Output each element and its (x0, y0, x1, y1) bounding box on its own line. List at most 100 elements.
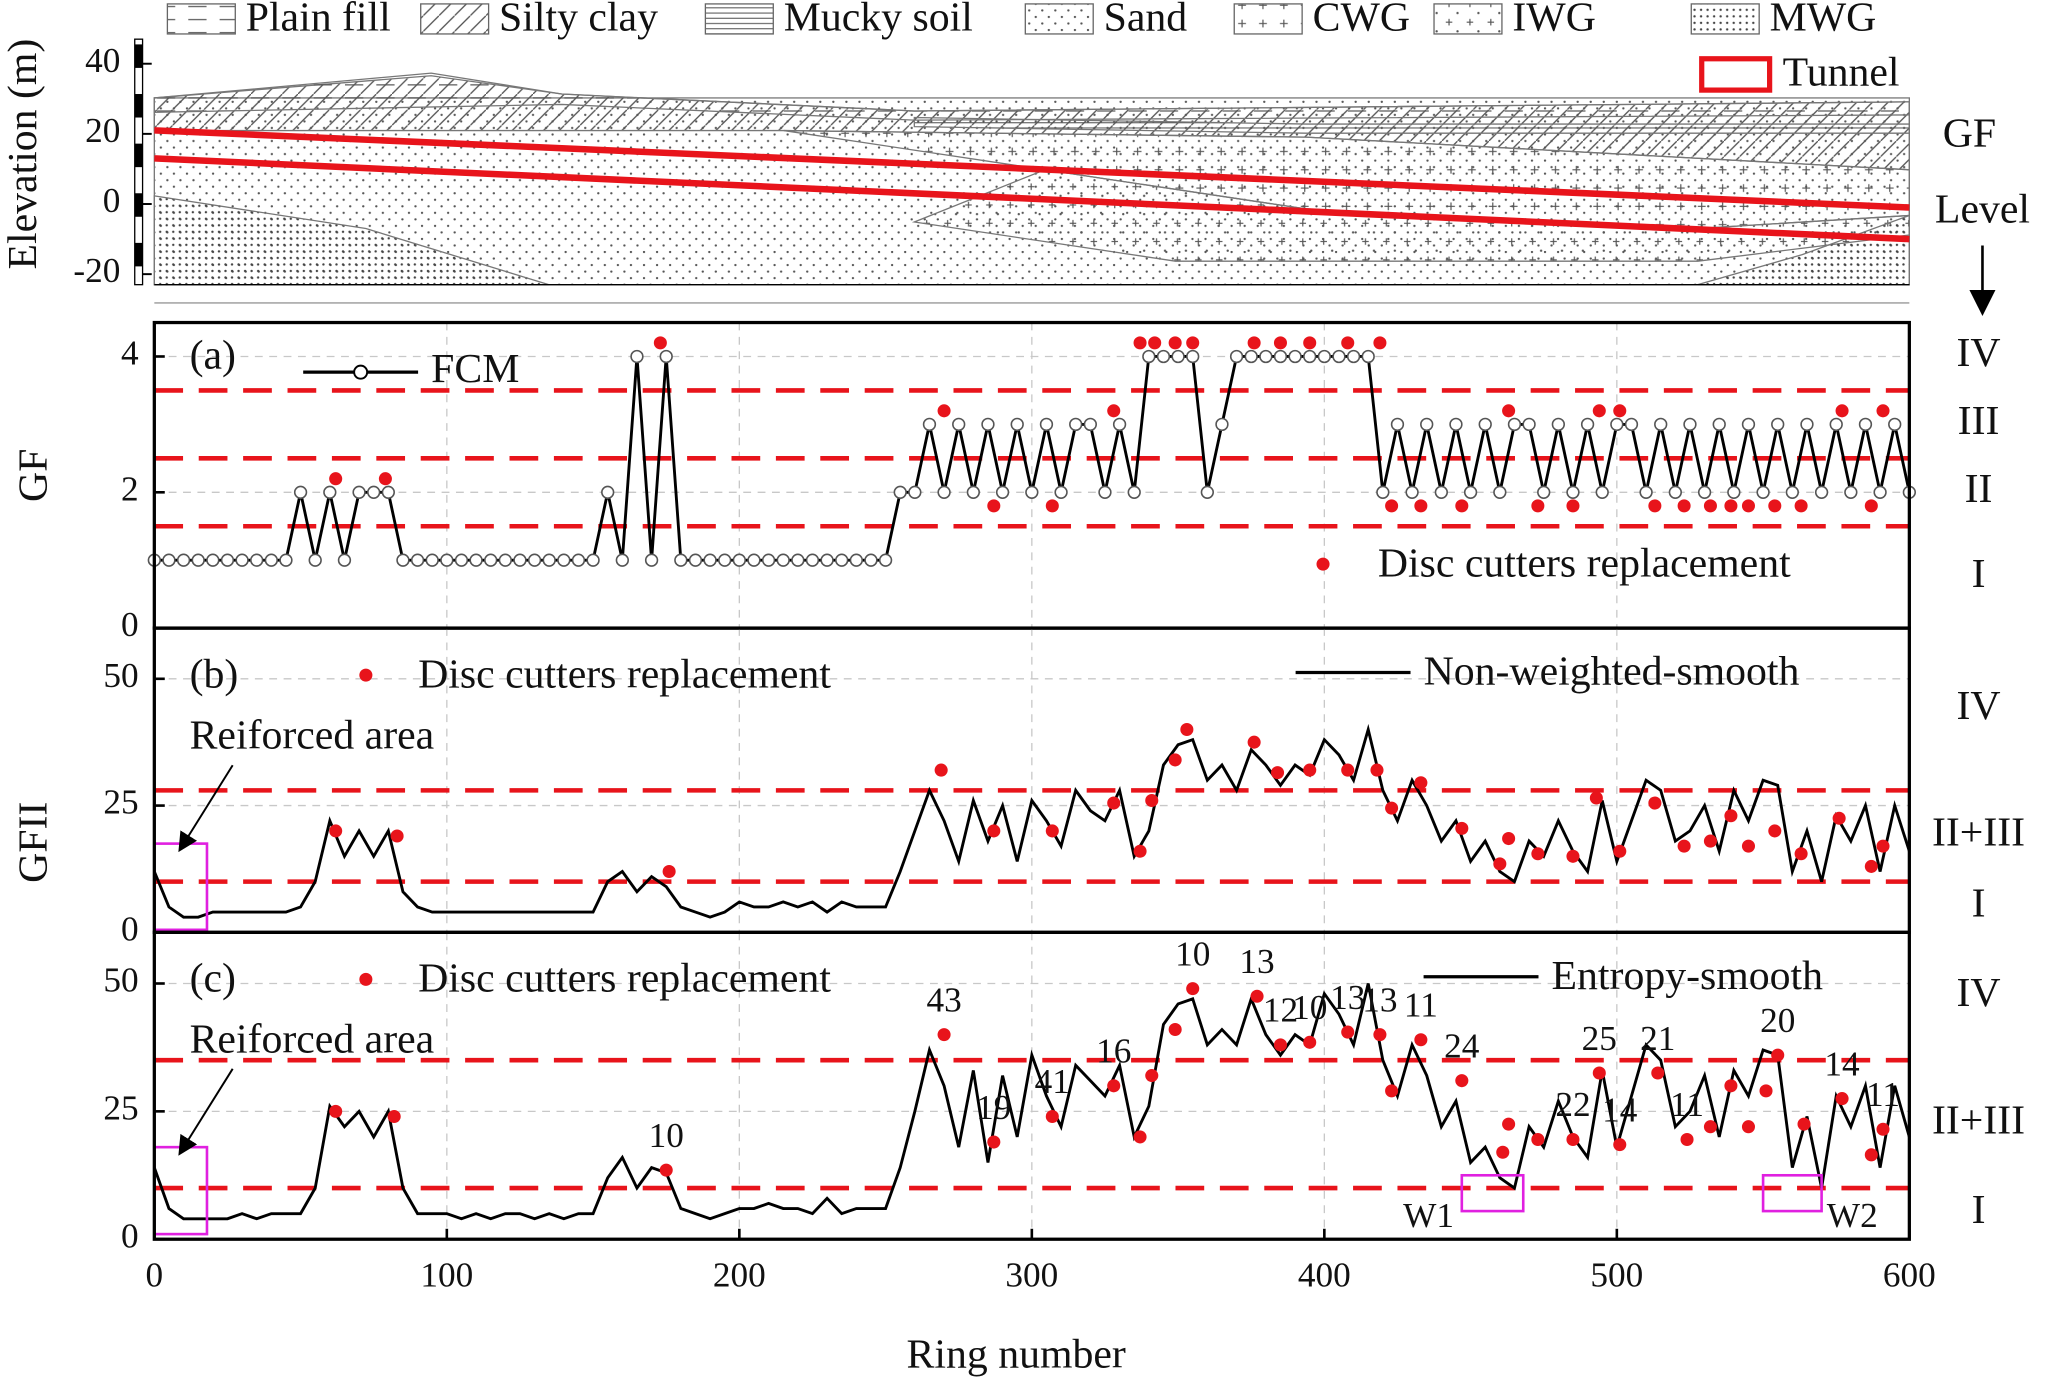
series-marker (206, 553, 220, 567)
replacement-dot (1741, 1120, 1755, 1134)
y-tick-label: 0 (121, 605, 139, 644)
series-marker (557, 553, 571, 567)
replacement-dot (1303, 763, 1317, 777)
count-label: 13 (1239, 942, 1274, 981)
series-marker (966, 485, 980, 499)
replacement-dot (1832, 811, 1846, 825)
replacement-dot (1876, 839, 1890, 853)
series-marker (747, 553, 761, 567)
level-label: III (1958, 398, 2000, 444)
replacement-dot (1835, 1092, 1849, 1106)
count-label: 14 (1602, 1090, 1638, 1129)
series-marker (1771, 417, 1785, 432)
replacement-dot (1370, 763, 1384, 777)
highlight-box (1460, 1173, 1525, 1213)
replacement-dot (1876, 404, 1890, 418)
series-marker (1522, 417, 1536, 432)
replacement-dot (1145, 793, 1159, 808)
replacement-dot (987, 824, 1001, 838)
series-marker (220, 553, 235, 567)
x-tick-label: 100 (420, 1255, 473, 1294)
series-marker (805, 553, 820, 567)
replacement-dot (1045, 824, 1059, 838)
series-marker (293, 485, 308, 499)
series-marker (1858, 417, 1873, 432)
legend-swatch (166, 3, 236, 35)
series-marker (381, 485, 395, 499)
replacement-dot (1455, 499, 1469, 513)
level-label: IV (1957, 683, 2001, 729)
legend-swatch (1690, 3, 1760, 35)
legend-label: Mucky soil (784, 0, 973, 40)
legend-label: Entropy-smooth (1552, 953, 1824, 999)
series-marker (1010, 417, 1024, 432)
series-marker (1171, 349, 1185, 364)
y-tick-label: 40 (85, 41, 120, 80)
count-label: 24 (1444, 1026, 1480, 1065)
annotation: Reiforced area (190, 713, 435, 759)
level-label: II+III (1932, 810, 2025, 856)
y-tick-label: 0 (103, 181, 121, 220)
series-marker (1244, 349, 1258, 364)
panel: 0 25 50 I II+III IV Reiforced area (b) Disc cutt… (10, 626, 2025, 948)
series-marker (1478, 417, 1492, 432)
replacement-dot (329, 1104, 343, 1118)
series-marker (1332, 349, 1346, 364)
replacement-dot (387, 1109, 401, 1124)
legend-label: Disc cutters replacement (418, 956, 831, 1002)
legend-label: Silty clay (499, 0, 658, 40)
series-marker (1025, 485, 1039, 499)
replacement-dot (1864, 859, 1878, 873)
replacement-dot (1414, 499, 1428, 513)
replacement-dot (1168, 1022, 1182, 1037)
series-marker (396, 553, 410, 567)
series-marker (308, 553, 322, 567)
replacement-dot (329, 472, 343, 486)
legend-label: MWG (1770, 0, 1877, 40)
series-marker (1317, 349, 1331, 364)
level-label: I (1972, 1187, 1986, 1233)
highlight-box (1761, 1173, 1823, 1213)
legend-swatch (1233, 3, 1303, 35)
series-marker (1712, 417, 1726, 432)
replacement-dot (1168, 753, 1182, 767)
replacement-dot (1502, 404, 1516, 418)
y-axis-label: GFII (10, 802, 56, 883)
level-label: I (1972, 881, 1986, 927)
replacement-dot (1247, 336, 1261, 350)
series-marker (1112, 417, 1127, 432)
y-tick-label: 0 (121, 909, 139, 948)
annotation: Reiforced area (190, 1016, 435, 1062)
replacement-dot (1759, 1084, 1773, 1098)
series-marker (1683, 417, 1697, 432)
replacement-dot (329, 824, 343, 838)
replacement-dot (1531, 847, 1545, 861)
replacement-dot (1613, 844, 1627, 858)
count-label: 13 (1330, 978, 1365, 1017)
replacement-dot (1341, 1025, 1355, 1039)
count-label: 19 (976, 1088, 1011, 1127)
count-label: 11 (1404, 986, 1438, 1025)
replacement-dot (1592, 1066, 1606, 1080)
replacement-dot (1613, 404, 1627, 418)
replacement-dot (1566, 1132, 1580, 1147)
series-marker (1405, 485, 1419, 499)
replacement-dot (1385, 499, 1399, 513)
series-marker (981, 417, 995, 432)
replacement-dot (1589, 791, 1603, 805)
y-tick-label: 25 (103, 783, 138, 822)
replacement-dot (1648, 499, 1662, 513)
replacement-dot (1496, 1145, 1510, 1159)
annotation-arrow (178, 1068, 234, 1156)
y-tick-label: 50 (103, 656, 138, 695)
series-marker (250, 553, 264, 567)
replacement-dot (1373, 1028, 1387, 1042)
legend-marker (353, 364, 369, 380)
replacement-dot (1835, 404, 1849, 418)
series-marker (615, 553, 629, 567)
series-marker (1420, 417, 1434, 432)
series-marker (849, 553, 863, 567)
level-title: Level (1935, 186, 2030, 232)
level-label: II (1965, 466, 1993, 512)
replacement-dot (1566, 849, 1580, 863)
